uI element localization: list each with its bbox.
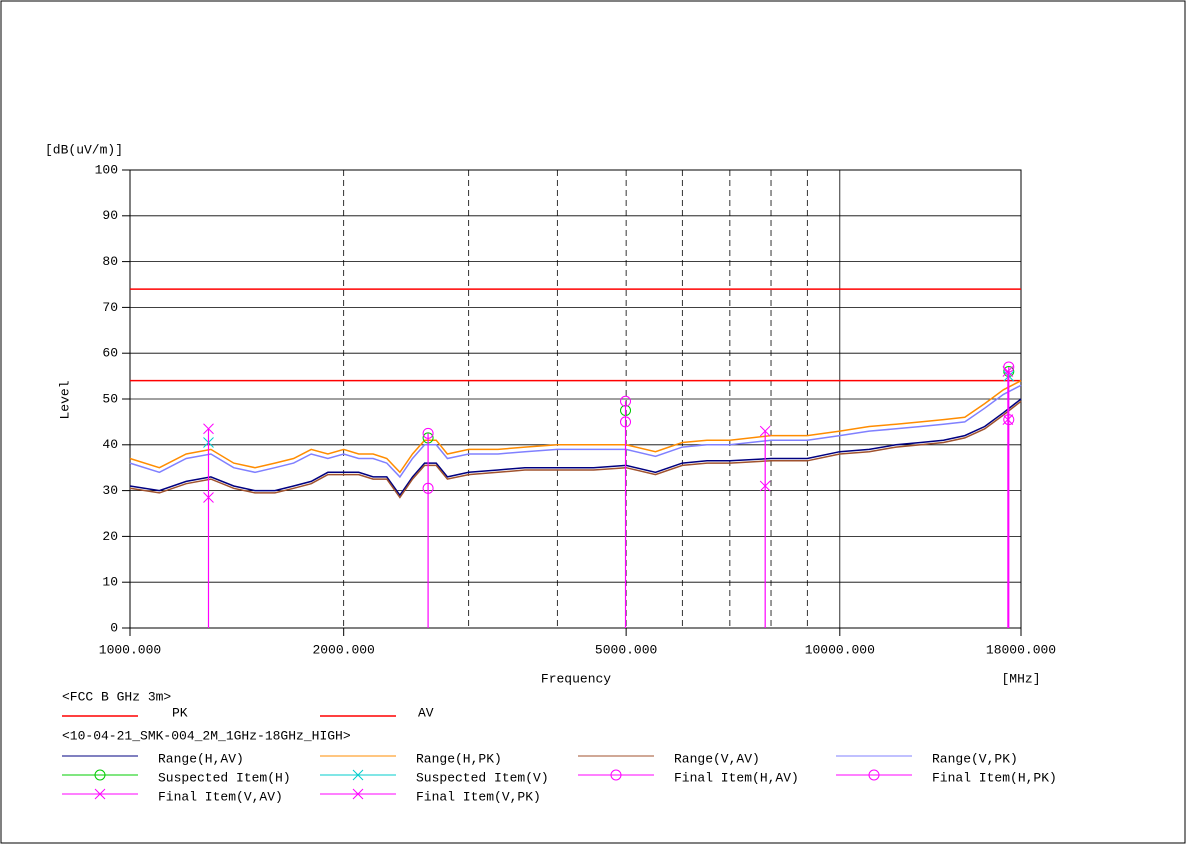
x-tick-label: 2000.000 [312, 642, 374, 657]
legend-label: Range(H,AV) [158, 751, 244, 766]
y-unit: [dB(uV/m)] [45, 142, 123, 157]
series-line [129, 380, 1022, 474]
legend-label: Final Item(H,AV) [674, 770, 799, 785]
marker [94, 769, 106, 781]
y-tick-label: 60 [102, 346, 118, 361]
series-line [129, 384, 1022, 479]
legend-label: Range(H,PK) [416, 751, 502, 766]
x-tick-label: 1000.000 [99, 642, 161, 657]
x-label: Frequency [541, 671, 611, 686]
marker [352, 788, 364, 800]
marker [868, 769, 880, 781]
marker [759, 425, 771, 437]
y-tick-label: 70 [102, 300, 118, 315]
legend-label: Suspected Item(H) [158, 770, 291, 785]
legend-group-title: <FCC B GHz 3m> [62, 689, 171, 704]
series-line [129, 400, 1022, 499]
marker [422, 427, 434, 439]
marker [203, 423, 214, 435]
marker [620, 395, 632, 407]
marker [352, 769, 364, 781]
legend-label: Suspected Item(V) [416, 770, 549, 785]
legend-label: PK [172, 705, 188, 720]
legend-label: Range(V,PK) [932, 751, 1018, 766]
y-tick-label: 80 [102, 254, 118, 269]
x-tick-label: 10000.000 [805, 642, 875, 657]
y-tick-label: 40 [102, 437, 118, 452]
legend-label: AV [418, 705, 434, 720]
y-tick-label: 50 [102, 391, 118, 406]
series-line [129, 398, 1022, 497]
y-tick-label: 30 [102, 483, 118, 498]
y-tick-label: 100 [95, 162, 118, 177]
marker [1002, 366, 1014, 377]
legend-label: Final Item(V,AV) [158, 789, 283, 804]
y-tick-label: 10 [102, 575, 118, 590]
legend-label: Final Item(V,PK) [416, 789, 541, 804]
y-tick-label: 20 [102, 529, 118, 544]
x-tick-label: 5000.000 [595, 642, 657, 657]
marker [94, 788, 106, 800]
legend-group-title: <10-04-21_SMK-004_2M_1GHz-18GHz_HIGH> [62, 728, 351, 743]
y-tick-label: 0 [110, 620, 118, 635]
x-tick-label: 18000.000 [986, 642, 1056, 657]
y-tick-label: 90 [102, 208, 118, 223]
marker [610, 769, 622, 781]
y-label: Level [57, 380, 72, 419]
x-unit: [MHz] [1001, 671, 1040, 686]
legend-label: Range(V,AV) [674, 751, 760, 766]
legend-label: Final Item(H,PK) [932, 770, 1057, 785]
